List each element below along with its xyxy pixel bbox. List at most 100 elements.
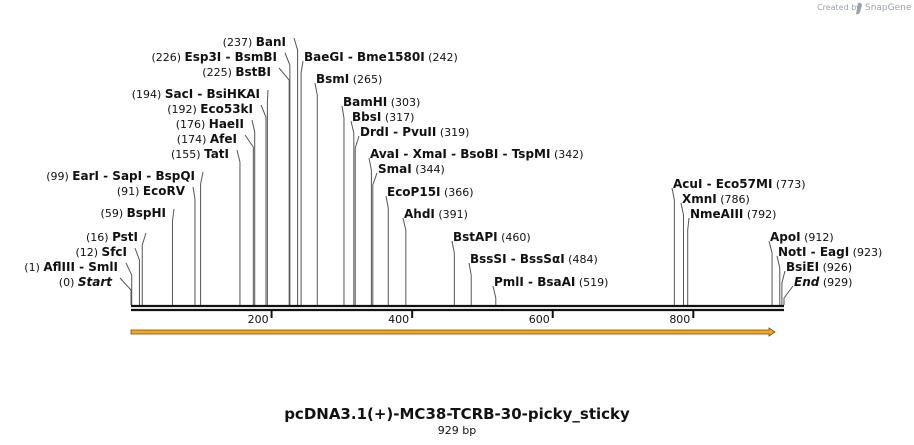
site-label: BstAPI (460) [453, 230, 531, 244]
site-labels: (0) Start(1) AflIII - SmlI(12) SfcI(16) … [24, 35, 882, 289]
site-position: (1) [24, 261, 43, 274]
site-label: (155) TatI [171, 147, 229, 161]
site-position: (926) [819, 261, 852, 274]
site-position: (519) [575, 276, 608, 289]
ruler-tick-label: 600 [529, 313, 550, 326]
site-position: (59) [101, 207, 127, 220]
enzyme-names: BbsI [352, 110, 381, 124]
site-position: (225) [202, 66, 235, 79]
site-label: XmnI (786) [682, 192, 750, 206]
enzyme-names: DrdI - PvuII [360, 125, 436, 139]
site-position: (16) [86, 231, 112, 244]
site-label: PmlI - BsaAI (519) [494, 275, 608, 289]
site-label: BamHI (303) [343, 95, 420, 109]
site-position: (317) [381, 111, 414, 124]
site-position: (237) [223, 36, 256, 49]
orf-arrow [130, 327, 776, 337]
ruler-tick-label: 800 [669, 313, 690, 326]
site-position: (174) [177, 133, 210, 146]
enzyme-names: BssSI - BssSαI [470, 252, 565, 266]
enzyme-names: AhdI [404, 207, 435, 221]
construct-title: pcDNA3.1(+)-MC38-TCRB-30-picky_sticky [284, 405, 630, 423]
sequence-backbone [131, 304, 784, 312]
credit-prefix: Created by [817, 3, 861, 12]
enzyme-names: SmaI [378, 162, 412, 176]
site-label: (226) Esp3I - BsmBI [151, 50, 277, 64]
enzyme-names: BsmI [316, 72, 349, 86]
site-position: (773) [772, 178, 805, 191]
leader-line [293, 37, 299, 305]
site-label: AvaI - XmaI - BsoBI - TspMI (342) [370, 147, 584, 161]
leader-line [284, 52, 291, 305]
enzyme-names: BaeGI - Bme1580I [304, 50, 425, 64]
leader-line [236, 149, 241, 305]
site-position: (303) [387, 96, 420, 109]
leader-line [680, 202, 684, 305]
site-position: (912) [801, 231, 834, 244]
site-label: ApoI (912) [770, 230, 834, 244]
site-position: (391) [435, 208, 468, 221]
credit-brand: SnapGene [865, 3, 912, 13]
enzyme-names: AvaI - XmaI - BsoBI - TspMI [370, 147, 550, 161]
site-position: (342) [550, 148, 583, 161]
enzyme-names: EcoP15I [387, 185, 441, 199]
leader-line [134, 247, 140, 305]
site-label: (12) SfcI [75, 245, 127, 259]
site-label: (16) PstI [86, 230, 138, 244]
leader-line [687, 217, 690, 305]
site-label: NotI - EagI (923) [778, 245, 882, 259]
site-position: (99) [46, 170, 72, 183]
site-position: (91) [117, 185, 143, 198]
leader-line [141, 232, 147, 305]
site-label: SmaI (344) [378, 162, 445, 176]
site-label: BssSI - BssSαI (484) [470, 252, 598, 266]
leader-line [125, 262, 133, 305]
enzyme-names: EarI - SapI - BspQI [72, 169, 195, 183]
leader-line [278, 67, 290, 305]
leader-line [244, 134, 254, 305]
leader-line [200, 171, 204, 305]
leader-line [300, 60, 304, 305]
site-label: EcoP15I (366) [387, 185, 474, 199]
enzyme-names: PmlI - BsaAI [494, 275, 575, 289]
site-label: BsiEI (926) [786, 260, 852, 274]
leader-lines [119, 37, 794, 305]
site-position: (786) [717, 193, 750, 206]
site-position: (242) [425, 51, 458, 64]
enzyme-names: XmnI [682, 192, 717, 206]
leader-line [314, 82, 318, 305]
site-label: (237) BanI [223, 35, 286, 49]
leader-line [768, 240, 773, 305]
leader-line [192, 186, 196, 305]
site-label: (99) EarI - SapI - BspQI [46, 169, 195, 183]
site-position: (155) [171, 148, 204, 161]
site-position: (192) [167, 103, 200, 116]
site-label: (194) SacI - BsiHKAI [132, 87, 260, 101]
leader-line [781, 270, 786, 305]
site-label: NmeAIII (792) [690, 207, 776, 221]
site-position: (929) [819, 276, 852, 289]
enzyme-names: NotI - EagI [778, 245, 849, 259]
enzyme-names: BspHI [127, 206, 166, 220]
enzyme-names: Esp3I - BsmBI [185, 50, 277, 64]
enzyme-names: AfeI [210, 132, 237, 146]
site-label: AhdI (391) [404, 207, 468, 221]
enzyme-names: NmeAIII [690, 207, 743, 221]
ruler-tick-label: 400 [388, 313, 409, 326]
leader-line [451, 240, 455, 305]
ruler-tick-label: 200 [248, 313, 269, 326]
enzyme-names: SacI - BsiHKAI [165, 87, 260, 101]
leader-line [492, 285, 497, 305]
site-position: (265) [349, 73, 382, 86]
site-position: (923) [849, 246, 882, 259]
site-position: (319) [436, 126, 469, 139]
site-label: BbsI (317) [352, 110, 414, 124]
site-label: BaeGI - Bme1580I (242) [304, 50, 458, 64]
snapgene-credit: Created by SnapGene [817, 2, 912, 15]
enzyme-names: BamHI [343, 95, 387, 109]
enzyme-names: BstBI [235, 65, 271, 79]
leader-line [385, 195, 389, 305]
site-position: (194) [132, 88, 165, 101]
enzyme-names: Start [78, 275, 113, 289]
